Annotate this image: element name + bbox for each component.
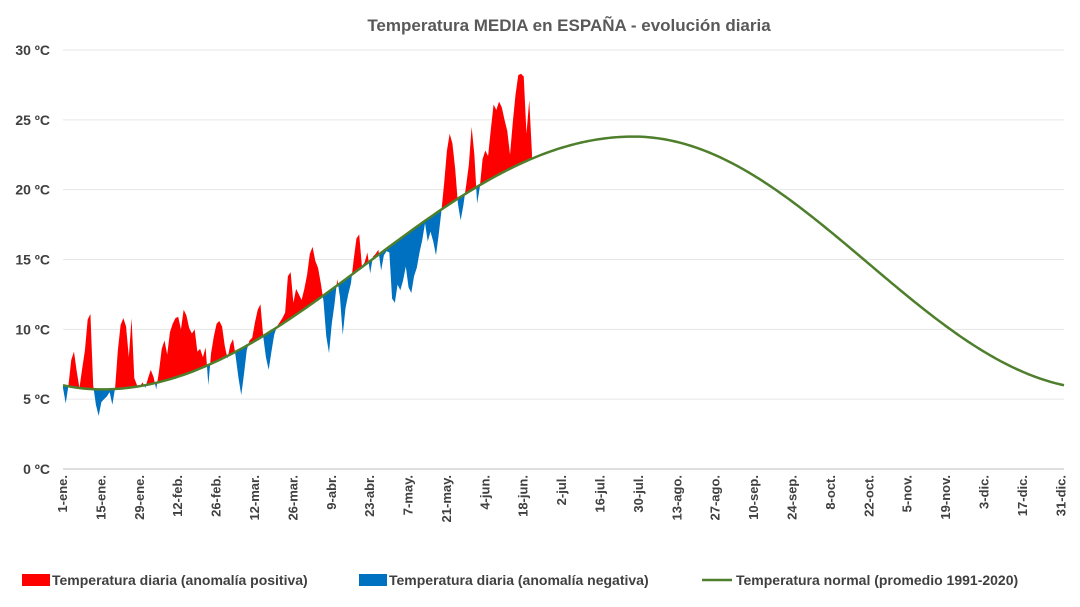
x-tick-label: 4-jun. bbox=[477, 475, 492, 510]
y-tick-label: 5 ºC bbox=[23, 391, 50, 407]
chart-title: Temperatura MEDIA en ESPAÑA - evolución … bbox=[367, 15, 771, 35]
negative-anomaly-area bbox=[93, 388, 115, 416]
y-tick-label: 20 ºC bbox=[15, 182, 50, 198]
x-tick-label: 26-feb. bbox=[209, 475, 224, 517]
positive-anomaly-area bbox=[228, 339, 235, 356]
legend-positive-label: Temperatura diaria (anomalía positiva) bbox=[52, 572, 308, 588]
negative-anomaly-area bbox=[378, 209, 442, 303]
y-tick-label: 25 ºC bbox=[15, 112, 50, 128]
x-tick-label: 30-jul. bbox=[631, 475, 646, 513]
x-tick-label: 22-oct. bbox=[861, 475, 876, 517]
positive-anomaly-area bbox=[146, 369, 155, 386]
positive-anomaly-area bbox=[210, 320, 228, 365]
negative-anomaly-area bbox=[322, 285, 337, 354]
positive-anomaly-area bbox=[157, 309, 207, 383]
negative-anomaly-area bbox=[206, 364, 211, 386]
y-tick-label: 0 ºC bbox=[23, 461, 50, 477]
x-tick-label: 19-nov. bbox=[938, 475, 953, 520]
normal-line-layer bbox=[62, 135, 1065, 391]
x-tick-label: 12-mar. bbox=[247, 475, 262, 521]
x-tick-label: 10-sep. bbox=[746, 475, 761, 520]
x-tick-label: 18-jun. bbox=[516, 475, 531, 517]
anomaly-areas bbox=[63, 73, 532, 416]
x-tick-label: 13-ago. bbox=[669, 475, 684, 521]
x-tick-label: 31-dic. bbox=[1053, 475, 1068, 516]
legend-normal-label: Temperatura normal (promedio 1991-2020) bbox=[736, 572, 1018, 588]
x-tick-label: 17-dic. bbox=[1015, 475, 1030, 516]
y-tick-label: 10 ºC bbox=[15, 321, 50, 337]
negative-anomaly-area bbox=[476, 184, 481, 204]
negative-anomaly-area bbox=[338, 274, 352, 335]
legend: Temperatura diaria (anomalía positiva) T… bbox=[22, 572, 1018, 588]
positive-anomaly-area bbox=[68, 313, 94, 390]
x-tick-label: 23-abr. bbox=[362, 475, 377, 517]
positive-anomaly-area bbox=[114, 318, 140, 389]
negative-anomaly-area bbox=[457, 194, 465, 221]
positive-anomaly-area bbox=[441, 133, 458, 210]
negative-anomaly-area bbox=[234, 344, 249, 395]
gridlines bbox=[63, 49, 1064, 470]
x-tick-label: 12-feb. bbox=[170, 475, 185, 517]
y-axis-ticks: 0 ºC 5 ºC 10 ºC 15 ºC 20 ºC 25 ºC 30 ºC bbox=[15, 42, 50, 477]
negative-anomaly-area bbox=[263, 327, 277, 370]
x-tick-label: 8-oct. bbox=[823, 475, 838, 510]
normal-temperature-line bbox=[62, 135, 1065, 391]
x-tick-label: 15-ene. bbox=[93, 475, 108, 520]
x-axis-ticks: 1-ene. 15-ene. 29-ene. 12-feb. 26-feb. 12-mar… bbox=[55, 475, 1068, 522]
x-tick-label: 9-abr. bbox=[324, 475, 339, 510]
x-tick-label: 1-ene. bbox=[55, 475, 70, 513]
x-tick-label: 29-ene. bbox=[132, 475, 147, 520]
x-tick-label: 26-mar. bbox=[285, 475, 300, 521]
x-tick-label: 2-jul. bbox=[554, 475, 569, 505]
x-tick-label: 16-jul. bbox=[593, 475, 608, 513]
legend-swatch-positive bbox=[22, 574, 50, 586]
x-tick-label: 7-may. bbox=[401, 475, 416, 515]
y-tick-label: 15 ºC bbox=[15, 252, 50, 268]
positive-anomaly-area bbox=[480, 73, 532, 185]
x-tick-label: 24-sep. bbox=[785, 475, 800, 520]
positive-anomaly-area bbox=[464, 126, 477, 195]
x-tick-label: 5-nov. bbox=[900, 475, 915, 512]
x-tick-label: 27-ago. bbox=[708, 475, 723, 521]
negative-anomaly-area bbox=[63, 385, 69, 404]
legend-swatch-negative bbox=[359, 574, 387, 586]
x-tick-label: 3-dic. bbox=[977, 475, 992, 509]
y-tick-label: 30 ºC bbox=[15, 42, 50, 58]
x-tick-label: 21-may. bbox=[439, 475, 454, 522]
positive-anomaly-area bbox=[248, 304, 264, 345]
positive-anomaly-area bbox=[276, 246, 323, 328]
legend-negative-label: Temperatura diaria (anomalía negativa) bbox=[389, 572, 649, 588]
